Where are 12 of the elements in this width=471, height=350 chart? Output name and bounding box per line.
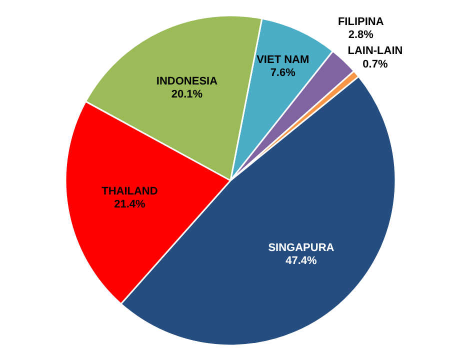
slice-label: FILIPINA bbox=[338, 16, 384, 28]
slice-label: LAIN-LAIN bbox=[348, 45, 403, 58]
data-label: 20.1% bbox=[171, 88, 203, 101]
data-label: 2.8% bbox=[348, 29, 374, 42]
slice-label: VIET NAM bbox=[256, 54, 310, 66]
data-label: 21.4% bbox=[114, 198, 146, 211]
slice-label: INDONESIA bbox=[156, 75, 218, 88]
slice-label: THAILAND bbox=[102, 185, 158, 198]
data-label: 47.4% bbox=[286, 255, 318, 268]
slice-label: SINGAPURA bbox=[268, 242, 334, 254]
data-label: 0.7% bbox=[362, 58, 388, 70]
data-label: 7.6% bbox=[270, 67, 296, 80]
